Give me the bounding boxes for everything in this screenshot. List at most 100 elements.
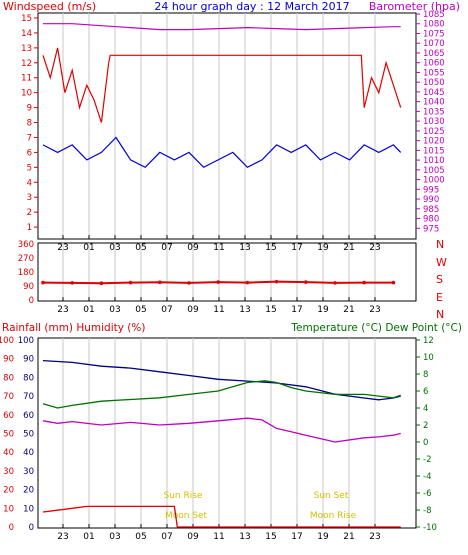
temperature-tick-label: -8 (423, 506, 431, 516)
barometer-tick-label: 1025 (423, 127, 445, 137)
windspeed-tick-label: 10 (21, 89, 32, 99)
windspeed-tick-label: 12 (21, 59, 32, 69)
barometer-tick-label: 1035 (423, 107, 445, 117)
temperature-ticks: -10 -8 -6 -4 -2 0 2 4 6 8 10 12 (416, 336, 437, 533)
time-tick-label: 03 (109, 305, 120, 315)
barometer-tick-label: 1040 (423, 98, 445, 108)
barometer-tick-label: 1060 (423, 59, 445, 69)
windspeed-tick-label: 7 (27, 133, 32, 143)
temperature-tick-label: -2 (423, 455, 431, 465)
temperature-tick-label: 10 (423, 353, 434, 363)
wind-direction-point (128, 280, 133, 285)
barometer-tick-label: 1010 (423, 156, 445, 166)
barometer-tick-label: 1080 (423, 20, 445, 30)
sun-moon-label: Moon Rise (310, 511, 357, 521)
rainfall-tick-label: 40 (3, 448, 14, 458)
windspeed-tick-label: 14 (21, 29, 32, 39)
barometer-tick-label: 990 (423, 195, 439, 205)
temperature-tick-label: 4 (423, 404, 428, 414)
time-tick-label: 17 (291, 305, 302, 315)
direction-degree-label: 360 (18, 240, 34, 250)
wind-direction-point (362, 280, 367, 285)
time-tick-label: 23 (57, 532, 68, 542)
direction-panel-grid (62, 243, 376, 301)
time-tick-label: 17 (291, 532, 302, 542)
sun-moon-label: Sun Rise (164, 491, 203, 501)
time-tick-label: 09 (187, 532, 199, 542)
compass-label: N (436, 308, 444, 321)
temperature-tick-label: 8 (423, 370, 428, 380)
barometer-tick-label: 1075 (423, 29, 445, 39)
time-tick-label: 21 (343, 305, 354, 315)
direction-degree-label: 0 (29, 296, 34, 306)
temperature-tick-label: 12 (423, 336, 434, 346)
time-tick-label: 13 (239, 305, 250, 315)
graph-title: 24 hour graph day : 12 March 2017 (154, 0, 349, 13)
barometer-tick-label: 1045 (423, 88, 445, 98)
barometer-tick-label: 1065 (423, 49, 445, 59)
rainfall-tick-label: 0 (9, 523, 14, 533)
time-tick-label: 19 (317, 532, 329, 542)
humidity-tick-label: 30 (23, 467, 34, 477)
barometer-tick-label: 975 (423, 224, 439, 234)
wind-direction-point (99, 281, 104, 286)
time-tick-label: 11 (213, 532, 224, 542)
sun-moon-label: Moon Set (165, 511, 208, 521)
barometer-tick-label: 1085 (423, 10, 445, 20)
wind-direction-point (70, 281, 74, 285)
wind-direction-point (274, 279, 279, 284)
humidity-tick-label: 60 (23, 411, 34, 421)
humidity-tick-label: 80 (23, 373, 34, 383)
direction-degree-label: 270 (18, 254, 34, 264)
rainfall-tick-label: 100 (0, 336, 14, 346)
windspeed-tick-label: 4 (27, 178, 32, 188)
barometer-tick-label: 980 (423, 215, 439, 225)
time-tick-label: 23 (57, 305, 68, 315)
humidity-tick-label: 100 (18, 336, 34, 346)
time-tick-label: 09 (187, 305, 199, 315)
wind-direction-point (304, 280, 308, 284)
sun-moon-annotations: Sun Rise Moon Set Sun Set Moon Rise (164, 491, 357, 521)
wind-direction-point (187, 281, 191, 285)
rainfall-tick-label: 50 (3, 430, 14, 440)
direction-panel-frame (37, 242, 417, 302)
windspeed-tick-label: 13 (21, 44, 32, 54)
climate-time-ticks: 23 01 03 05 07 09 11 13 15 17 19 21 23 (57, 524, 381, 542)
temperature-axis-title: Temperature (°C) Dew Point (°C) (290, 322, 462, 334)
humidity-tick-label: 90 (23, 355, 34, 365)
windspeed-tick-label: 6 (27, 148, 32, 158)
windspeed-tick-label: 5 (27, 163, 32, 173)
time-tick-label: 13 (239, 532, 250, 542)
rainfall-tick-label: 20 (3, 486, 14, 496)
humidity-tick-label: 0 (29, 523, 34, 533)
direction-degree-label: 90 (23, 282, 34, 292)
sun-moon-label: Sun Set (314, 491, 349, 501)
windspeed-tick-label: 9 (27, 104, 32, 114)
direction-degree-label: 180 (18, 268, 34, 278)
rainfall-tick-label: 10 (3, 504, 14, 514)
time-tick-label: 23 (369, 532, 380, 542)
rainfall-tick-label: 80 (3, 373, 14, 383)
barometer-tick-label: 995 (423, 185, 439, 195)
humidity-tick-label: 40 (23, 448, 34, 458)
rainfall-tick-label: 70 (3, 392, 14, 402)
rain-humidity-ticks: 0 0 10 10 20 20 30 30 40 40 50 50 60 60 70 70 80 80 90 90 10… (0, 336, 34, 533)
temperature-tick-label: 6 (423, 387, 428, 397)
rainfall-tick-label: 60 (3, 411, 14, 421)
windspeed-tick-label: 3 (27, 193, 32, 203)
barometer-tick-label: 1030 (423, 117, 445, 127)
time-tick-label: 15 (265, 532, 276, 542)
humidity-tick-label: 10 (23, 504, 34, 514)
wind-direction-point (245, 280, 250, 285)
barometer-tick-label: 1070 (423, 39, 445, 49)
time-tick-label: 07 (161, 305, 172, 315)
time-tick-label: 01 (83, 532, 94, 542)
wind-average-line (42, 136, 402, 169)
barometer-tick-label: 985 (423, 205, 439, 215)
humidity-tick-label: 70 (23, 392, 34, 402)
temperature-tick-label: 2 (423, 421, 428, 431)
temperature-line (42, 380, 401, 409)
